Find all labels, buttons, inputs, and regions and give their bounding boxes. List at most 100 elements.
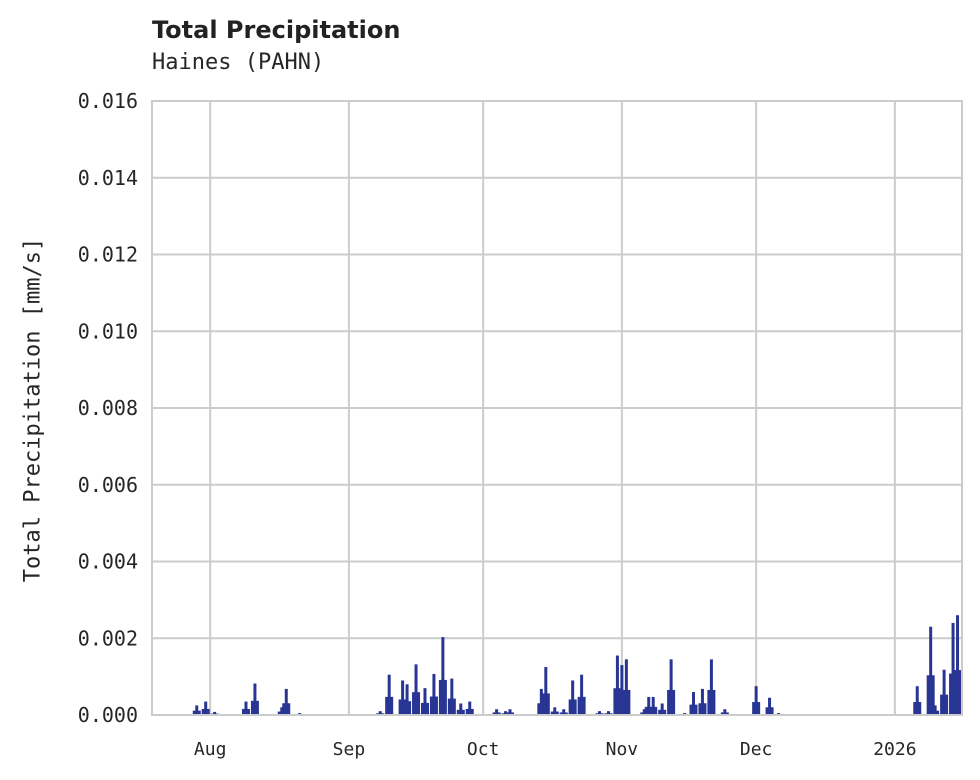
precip-bar-shoulder — [765, 707, 774, 715]
precip-bar — [253, 683, 257, 715]
precip-bar — [405, 684, 409, 715]
precip-bar — [508, 709, 512, 715]
precipitation-bars — [192, 615, 962, 715]
precip-bar — [929, 626, 933, 715]
precip-bar-shoulder — [429, 696, 438, 715]
plot-frame — [151, 100, 963, 716]
precip-bar — [915, 686, 919, 715]
precip-bar — [709, 659, 713, 715]
precip-bar-shoulder — [940, 694, 949, 715]
precip-bar — [441, 637, 445, 715]
precip-bar — [459, 703, 463, 715]
precip-bar — [620, 665, 624, 715]
precip-bar-shoulder — [953, 670, 962, 715]
precip-bar-shoulder — [277, 711, 286, 715]
precip-bar-shoulder — [926, 675, 935, 715]
precip-bar — [544, 667, 548, 715]
precip-bar-shoulder — [412, 692, 421, 715]
precip-bar — [423, 688, 427, 715]
precip-bar — [280, 707, 284, 715]
precip-bar — [401, 680, 405, 715]
y-tick-label: 0.008 — [78, 396, 138, 420]
precip-bar — [768, 697, 772, 715]
precip-bar — [504, 711, 508, 715]
precip-bar — [284, 688, 288, 715]
precip-bar — [244, 701, 248, 715]
precip-bar-shoulder — [707, 689, 716, 715]
precip-bar-shoulder — [577, 696, 586, 715]
precip-bar — [942, 669, 946, 715]
x-tick-label: Dec — [740, 739, 773, 760]
precip-bar-shoulder — [720, 712, 729, 715]
y-tick-label: 0.004 — [78, 550, 138, 574]
precip-bar — [660, 703, 664, 715]
x-tick-label: Oct — [467, 739, 500, 760]
precip-bar — [615, 655, 619, 715]
precip-bar-shoulder — [420, 702, 429, 715]
precip-bar-shoulder — [667, 689, 676, 715]
precip-bar-shoulder — [282, 703, 291, 715]
grid-lines — [152, 100, 962, 716]
precip-bar — [450, 678, 454, 715]
precip-bar-shoulder — [447, 698, 456, 715]
y-tick-label: 0.010 — [78, 319, 138, 343]
precip-bar — [647, 696, 651, 715]
x-tick-label: Aug — [194, 739, 227, 760]
precip-bar-shoulder — [640, 712, 649, 715]
precip-bar — [642, 709, 646, 715]
y-tick-label: 0.006 — [78, 473, 138, 497]
precip-bar-shoulder — [201, 708, 210, 715]
precip-bar-shoulder — [622, 689, 631, 715]
precip-bar — [606, 711, 610, 715]
y-tick-label: 0.000 — [78, 703, 138, 727]
precip-bar — [933, 705, 937, 715]
precip-bar-shoulder — [949, 673, 958, 715]
precip-bar-shoulder — [385, 696, 394, 715]
precip-bar-shoulder — [698, 703, 707, 715]
precip-bar-shoulder — [465, 708, 474, 715]
precip-bar-shoulder — [689, 704, 698, 715]
precip-bar — [624, 659, 628, 715]
precip-bar — [204, 701, 208, 715]
precip-bar-shoulder — [541, 693, 550, 715]
precip-bar-shoulder — [492, 712, 501, 715]
precip-bar-shoulder — [613, 688, 622, 715]
precip-bar-shoulder — [752, 702, 761, 715]
precip-bar — [387, 674, 391, 715]
x-tick-label: 2026 — [873, 739, 916, 760]
precip-bar — [553, 707, 557, 715]
precip-bar-shoulder — [241, 708, 250, 715]
precip-bar-shoulder — [617, 692, 626, 715]
precip-bar-shoulder — [250, 700, 259, 715]
precip-bar — [562, 709, 566, 715]
precip-bar — [414, 664, 418, 715]
precip-bar-shoulder — [913, 702, 922, 715]
precip-bar — [598, 711, 602, 715]
precip-bar-shoulder — [438, 679, 447, 715]
precip-bar-shoulder — [456, 709, 465, 715]
y-tick-label: 0.016 — [78, 89, 138, 113]
precip-bar — [580, 674, 584, 715]
precip-bar-shoulder — [568, 699, 577, 715]
chart-subtitle: Haines (PAHN) — [152, 50, 325, 75]
precip-bar — [754, 686, 758, 715]
precip-bar — [691, 691, 695, 715]
y-tick-label: 0.002 — [78, 626, 138, 650]
precip-bar — [723, 709, 727, 715]
precip-bar — [951, 622, 955, 715]
x-axis-ticks: Aug Sep Oct Nov Dec 2026 — [194, 739, 917, 760]
precip-bar — [669, 659, 673, 715]
y-axis-ticks: 0.000 0.002 0.004 0.006 0.008 0.010 0.012 0.014… — [78, 89, 138, 727]
precip-bar — [700, 688, 704, 715]
precip-bar-shoulder — [649, 706, 658, 715]
precip-bar — [213, 711, 217, 715]
precip-bar — [651, 696, 655, 715]
precip-bar — [468, 701, 472, 715]
precip-bar — [378, 711, 382, 715]
precip-bar-shoulder — [559, 712, 568, 715]
precip-bar-shoulder — [403, 701, 412, 715]
precip-bar — [495, 709, 499, 715]
precip-bar-shoulder — [658, 709, 667, 715]
precip-bar-shoulder — [192, 710, 201, 715]
